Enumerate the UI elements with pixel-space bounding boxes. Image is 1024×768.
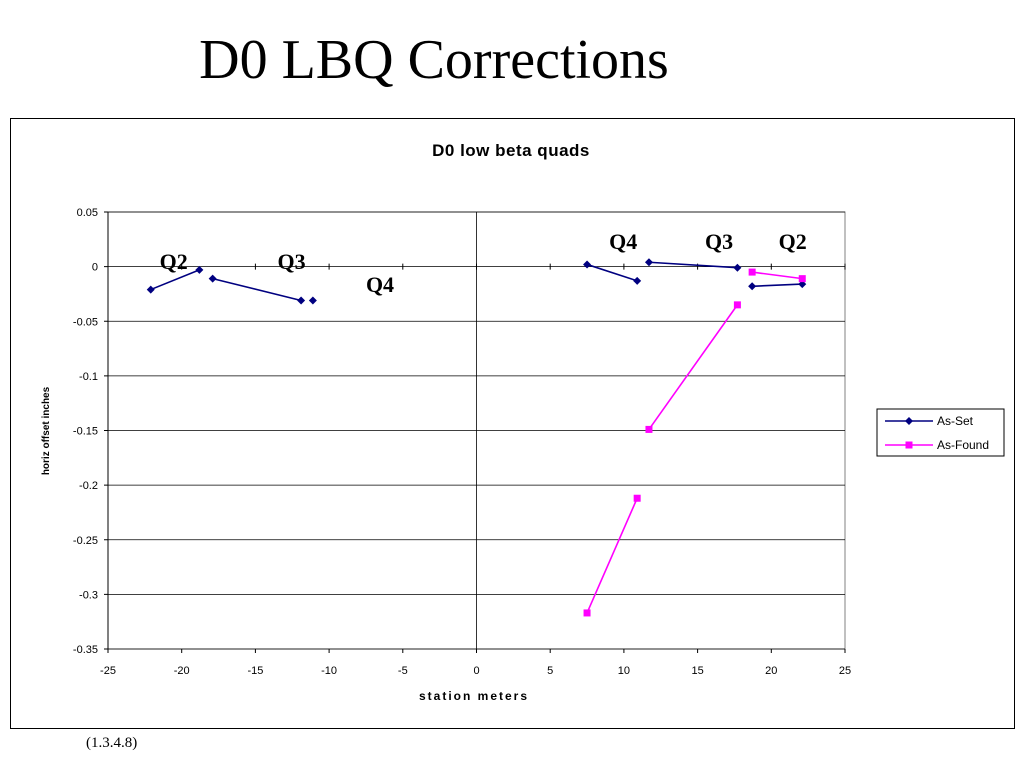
y-tick-label: -0.15 (73, 426, 98, 438)
y-tick-label: -0.2 (79, 480, 98, 492)
x-tick-label: -15 (247, 665, 263, 677)
y-tick-labels: 0.05 0 -0.05 -0.1 -0.15 -0.2 -0.25 -0.3 -0.35 (73, 207, 98, 656)
x-tick-label: 25 (839, 665, 851, 677)
x-tick-label: 5 (547, 665, 553, 677)
y-tick-label: -0.35 (73, 644, 98, 656)
axes (104, 211, 846, 653)
y-tick-label: 0.05 (77, 207, 98, 219)
quad-label: Q2 (160, 249, 188, 274)
data-point-as-found (798, 275, 806, 283)
data-point-as-found (633, 494, 641, 502)
x-tick-label: 0 (473, 665, 479, 677)
series-line-as-set (752, 283, 803, 288)
series-line-as-found (586, 497, 638, 614)
slide-title: D0 LBQ Corrections (199, 29, 669, 91)
legend-label-as-found: As-Found (937, 438, 989, 452)
x-tick-label: 15 (691, 665, 703, 677)
data-point-as-found (583, 609, 591, 617)
legend-marker-as-set (905, 417, 913, 425)
series-line-as-set (648, 261, 738, 269)
legend-label-as-set: As-Set (937, 414, 974, 428)
y-tick-label: -0.25 (73, 535, 98, 547)
series-line-as-found (752, 271, 803, 280)
quad-label: Q4 (609, 229, 637, 254)
legend-marker-as-found (905, 441, 913, 449)
y-tick-label: -0.1 (79, 371, 98, 383)
x-tick-label: 10 (618, 665, 630, 677)
y-tick-label: -0.05 (73, 316, 98, 328)
series-line-as-set (212, 277, 302, 302)
chart-title: D0 low beta quads (432, 141, 590, 160)
data-point-as-set (297, 296, 306, 305)
series-line-as-found (648, 304, 739, 430)
x-tick-label: -5 (398, 665, 408, 677)
data-point-as-set (195, 265, 204, 274)
data-point-as-set (146, 285, 155, 294)
legend: As-Set As-Found (876, 408, 1005, 457)
x-tick-labels: -25 -20 -15 -10 -5 0 5 10 15 20 25 (100, 665, 851, 677)
data-point-as-set (583, 260, 592, 269)
data-point-as-set (633, 276, 642, 285)
data-point-as-set (644, 258, 653, 267)
quad-label: Q3 (278, 249, 306, 274)
x-tick-label: -20 (174, 665, 190, 677)
x-axis-label: station meters (419, 689, 529, 703)
quad-label: Q4 (366, 272, 394, 297)
quad-label: Q2 (779, 229, 807, 254)
y-axis-label: horiz offset inches (41, 386, 52, 475)
x-tick-label: -10 (321, 665, 337, 677)
data-point-as-found (733, 301, 741, 309)
slide-footnote: (1.3.4.8) (86, 735, 138, 751)
y-tick-label: -0.3 (79, 589, 98, 601)
x-tick-label: -25 (100, 665, 116, 677)
data-point-as-set (308, 296, 317, 305)
series-line-as-set (150, 269, 200, 291)
legend-box (876, 408, 1005, 457)
data-point-as-found (645, 425, 653, 433)
data-point-as-set (748, 282, 757, 291)
y-tick-label: 0 (92, 262, 98, 274)
series-line-as-set (586, 263, 638, 282)
data-point-as-set (733, 263, 742, 272)
data-point-as-set (208, 274, 217, 283)
series-layer (146, 258, 807, 617)
data-point-as-found (748, 268, 756, 276)
x-tick-label: 20 (765, 665, 777, 677)
quad-label: Q3 (705, 229, 733, 254)
annotations-layer: Q2 Q3 Q4 Q4 Q3 Q2 (160, 229, 807, 297)
